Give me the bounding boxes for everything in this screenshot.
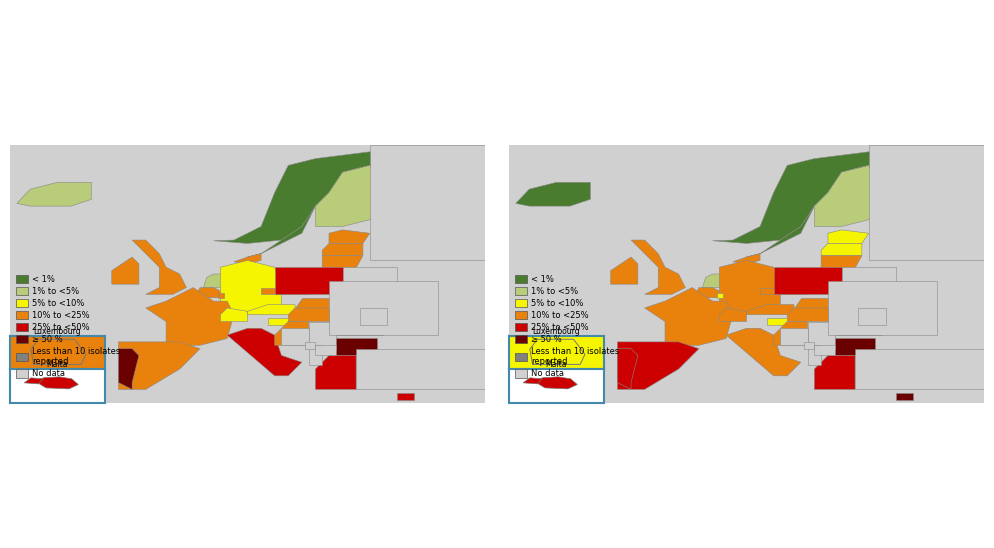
- Polygon shape: [219, 293, 224, 299]
- Polygon shape: [610, 257, 638, 284]
- Polygon shape: [274, 322, 308, 345]
- Polygon shape: [733, 254, 760, 264]
- Polygon shape: [146, 288, 234, 345]
- Polygon shape: [631, 240, 686, 294]
- Polygon shape: [248, 305, 295, 315]
- Polygon shape: [132, 240, 187, 294]
- Polygon shape: [746, 305, 794, 315]
- Polygon shape: [315, 165, 384, 226]
- Polygon shape: [760, 288, 807, 294]
- Polygon shape: [516, 182, 590, 206]
- Polygon shape: [869, 145, 984, 260]
- Polygon shape: [315, 356, 356, 390]
- Polygon shape: [281, 328, 308, 345]
- Polygon shape: [204, 274, 228, 288]
- Polygon shape: [228, 328, 302, 376]
- Polygon shape: [787, 308, 835, 322]
- Polygon shape: [773, 267, 842, 294]
- Polygon shape: [718, 293, 723, 299]
- Polygon shape: [329, 230, 370, 243]
- Polygon shape: [288, 308, 336, 322]
- Polygon shape: [329, 339, 377, 356]
- Polygon shape: [828, 230, 869, 243]
- Polygon shape: [814, 356, 855, 390]
- Polygon shape: [696, 288, 720, 298]
- Polygon shape: [308, 322, 336, 349]
- Legend: < 1%, 1% to <5%, 5% to <10%, 10% to <25%, 25% to <50%, ≥ 50 %, Less than 10 isol: < 1%, 1% to <5%, 5% to <10%, 10% to <25%…: [14, 273, 122, 380]
- Polygon shape: [804, 342, 814, 350]
- Polygon shape: [617, 349, 638, 390]
- Polygon shape: [274, 267, 343, 294]
- Polygon shape: [713, 152, 883, 243]
- Polygon shape: [322, 243, 363, 256]
- Polygon shape: [814, 165, 883, 226]
- Polygon shape: [221, 308, 248, 322]
- Polygon shape: [370, 145, 485, 260]
- Polygon shape: [720, 308, 746, 322]
- Polygon shape: [118, 349, 139, 390]
- Polygon shape: [360, 308, 387, 325]
- Polygon shape: [807, 345, 821, 365]
- Polygon shape: [305, 342, 315, 350]
- Polygon shape: [315, 345, 336, 356]
- Polygon shape: [645, 288, 733, 345]
- Polygon shape: [343, 267, 397, 288]
- Polygon shape: [17, 182, 91, 206]
- Polygon shape: [828, 281, 936, 335]
- Polygon shape: [214, 152, 384, 243]
- Polygon shape: [221, 260, 281, 311]
- Polygon shape: [814, 345, 835, 356]
- Polygon shape: [261, 288, 308, 294]
- Polygon shape: [248, 165, 370, 257]
- Polygon shape: [356, 349, 485, 390]
- Polygon shape: [111, 257, 139, 284]
- Polygon shape: [234, 254, 261, 264]
- Polygon shape: [322, 256, 363, 268]
- Polygon shape: [720, 260, 780, 311]
- Polygon shape: [780, 328, 807, 345]
- Polygon shape: [828, 339, 876, 356]
- Polygon shape: [726, 328, 801, 376]
- Polygon shape: [828, 308, 883, 335]
- Polygon shape: [295, 298, 329, 308]
- Polygon shape: [617, 342, 699, 390]
- Legend: < 1%, 1% to <5%, 5% to <10%, 10% to <25%, 25% to <50%, ≥ 50 %, Less than 10 isol: < 1%, 1% to <5%, 5% to <10%, 10% to <25%…: [513, 273, 621, 380]
- Polygon shape: [821, 256, 862, 268]
- Polygon shape: [807, 322, 835, 349]
- Polygon shape: [703, 274, 726, 288]
- Polygon shape: [896, 393, 912, 399]
- Polygon shape: [397, 393, 414, 399]
- Polygon shape: [855, 349, 984, 390]
- Polygon shape: [766, 318, 787, 325]
- Polygon shape: [197, 288, 221, 298]
- Polygon shape: [329, 308, 384, 335]
- Polygon shape: [329, 281, 437, 335]
- Polygon shape: [842, 267, 896, 288]
- Polygon shape: [308, 345, 322, 365]
- Polygon shape: [821, 243, 862, 256]
- Polygon shape: [773, 322, 807, 345]
- Polygon shape: [118, 342, 200, 390]
- Polygon shape: [794, 298, 828, 308]
- Polygon shape: [859, 308, 886, 325]
- Polygon shape: [268, 318, 288, 325]
- Polygon shape: [746, 165, 869, 257]
